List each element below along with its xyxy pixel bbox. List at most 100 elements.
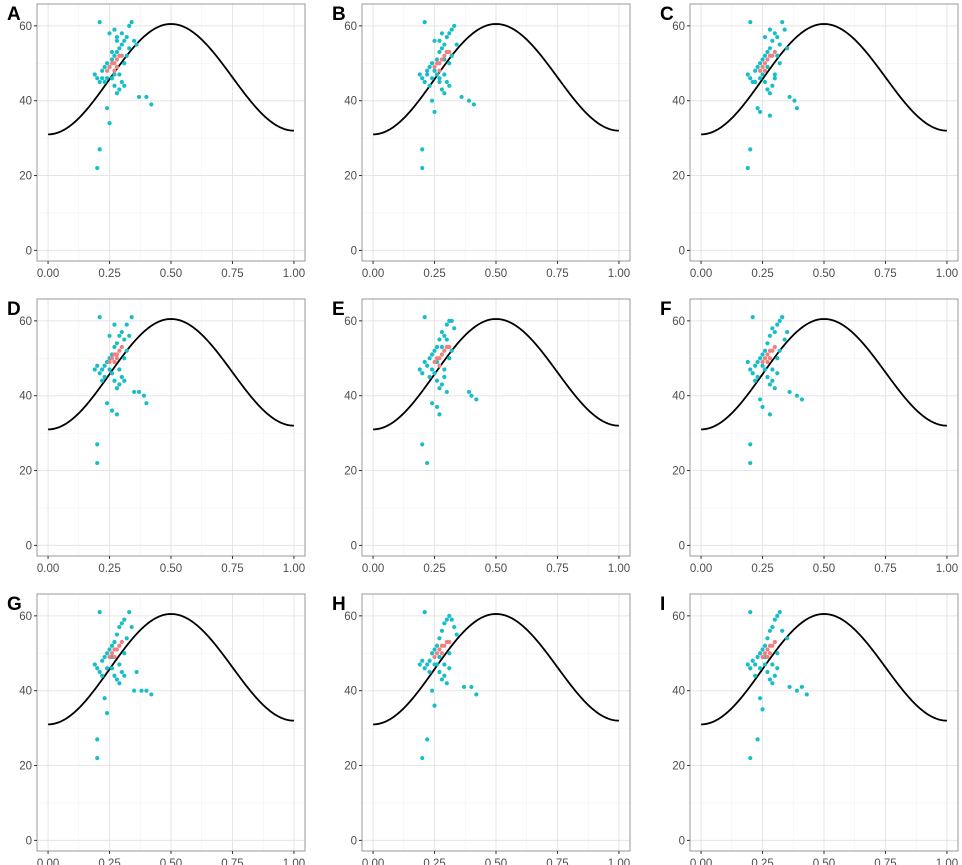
data-point: [129, 19, 134, 25]
data-point: [139, 688, 144, 693]
data-point: [117, 662, 122, 667]
data-point: [136, 389, 142, 395]
data-point: [444, 389, 449, 395]
x-tick-label: 0.75: [546, 563, 568, 575]
data-point: [772, 639, 777, 645]
x-tick-label: 0.75: [546, 858, 568, 865]
data-point: [109, 643, 115, 648]
curve-line: [701, 613, 947, 726]
data-point: [767, 677, 773, 682]
x-tick-label: 1.00: [936, 563, 958, 575]
x-tick-label: 0.00: [690, 563, 712, 575]
data-point: [753, 79, 758, 85]
data-point: [432, 654, 437, 660]
panel-E: 0.00 0.25 0.50 0.75 1.00 0 20 40 60E: [332, 298, 631, 575]
data-point: [437, 363, 442, 368]
y-tick-label: 20: [672, 466, 685, 478]
panel-label: G: [7, 594, 22, 615]
data-point: [767, 333, 773, 338]
data-point: [117, 333, 122, 338]
y-tick-label: 40: [672, 96, 685, 108]
x-tick-label: 0.25: [423, 858, 445, 865]
data-point: [427, 356, 432, 361]
data-point: [427, 64, 432, 70]
data-point: [95, 737, 100, 742]
data-point: [122, 83, 127, 88]
data-point: [112, 639, 117, 645]
curve-line: [701, 318, 947, 431]
data-point: [777, 348, 782, 353]
data-point: [432, 109, 437, 115]
data-point: [442, 333, 447, 338]
data-point: [760, 707, 765, 712]
data-point: [104, 666, 110, 671]
data-point: [762, 68, 768, 73]
grid: [37, 594, 305, 851]
data-point: [112, 378, 117, 383]
panel-C: 0.00 0.25 0.50 0.75 1.00 0 20 40 60C: [660, 3, 959, 280]
data-point: [748, 755, 753, 761]
panel-D: 0.00 0.25 0.50 0.75 1.00 0 20 40 60D: [7, 298, 306, 575]
x-tick-label: 1.00: [608, 858, 630, 865]
data-point: [765, 374, 770, 380]
data-point: [459, 94, 464, 100]
series-cyan: [92, 19, 154, 171]
series-red: [104, 53, 124, 73]
data-point: [442, 643, 447, 648]
data-point: [437, 669, 442, 675]
data-point: [92, 662, 97, 667]
data-point: [748, 442, 753, 447]
data-point: [119, 31, 124, 36]
data-point: [425, 363, 430, 368]
data-point: [437, 68, 442, 73]
data-point: [117, 382, 122, 387]
data-point: [112, 72, 117, 77]
data-point: [437, 412, 442, 417]
data-point: [757, 68, 763, 73]
data-point: [432, 647, 437, 652]
y-tick-label: 40: [344, 686, 357, 698]
data-point: [760, 57, 765, 62]
data-point: [432, 371, 437, 376]
series-red: [757, 49, 777, 73]
data-point: [109, 371, 115, 376]
data-point: [452, 326, 457, 331]
y-tick-label: 0: [351, 245, 357, 257]
panel-label: D: [7, 299, 21, 320]
panel-label: E: [332, 299, 345, 320]
data-point: [100, 673, 105, 678]
data-point: [437, 386, 442, 391]
x-tick-label: 0.75: [874, 563, 896, 575]
y-tick-label: 60: [672, 611, 685, 623]
x-tick-label: 0.50: [813, 563, 835, 575]
data-point: [753, 363, 758, 368]
data-point: [141, 393, 147, 398]
curve-line: [373, 613, 619, 726]
y-tick-label: 0: [26, 540, 32, 552]
data-point: [753, 662, 758, 667]
data-point: [447, 666, 452, 671]
y-tick-label: 0: [679, 835, 685, 847]
data-point: [449, 617, 454, 622]
data-point: [422, 666, 427, 671]
data-point: [765, 647, 770, 652]
data-point: [804, 692, 809, 697]
data-point: [444, 34, 449, 40]
data-point: [432, 348, 437, 353]
data-point: [425, 737, 430, 742]
data-point: [439, 57, 445, 62]
data-point: [114, 91, 120, 96]
y-tick-label: 0: [26, 835, 32, 847]
data-point: [767, 356, 773, 361]
data-point: [107, 333, 112, 338]
data-point: [425, 72, 430, 77]
data-point: [765, 352, 770, 357]
data-point: [119, 639, 124, 645]
data-point: [119, 669, 124, 675]
data-point: [474, 397, 479, 402]
data-point: [452, 23, 457, 28]
data-point: [434, 57, 440, 62]
data-point: [748, 609, 753, 615]
curve-line: [48, 613, 294, 726]
